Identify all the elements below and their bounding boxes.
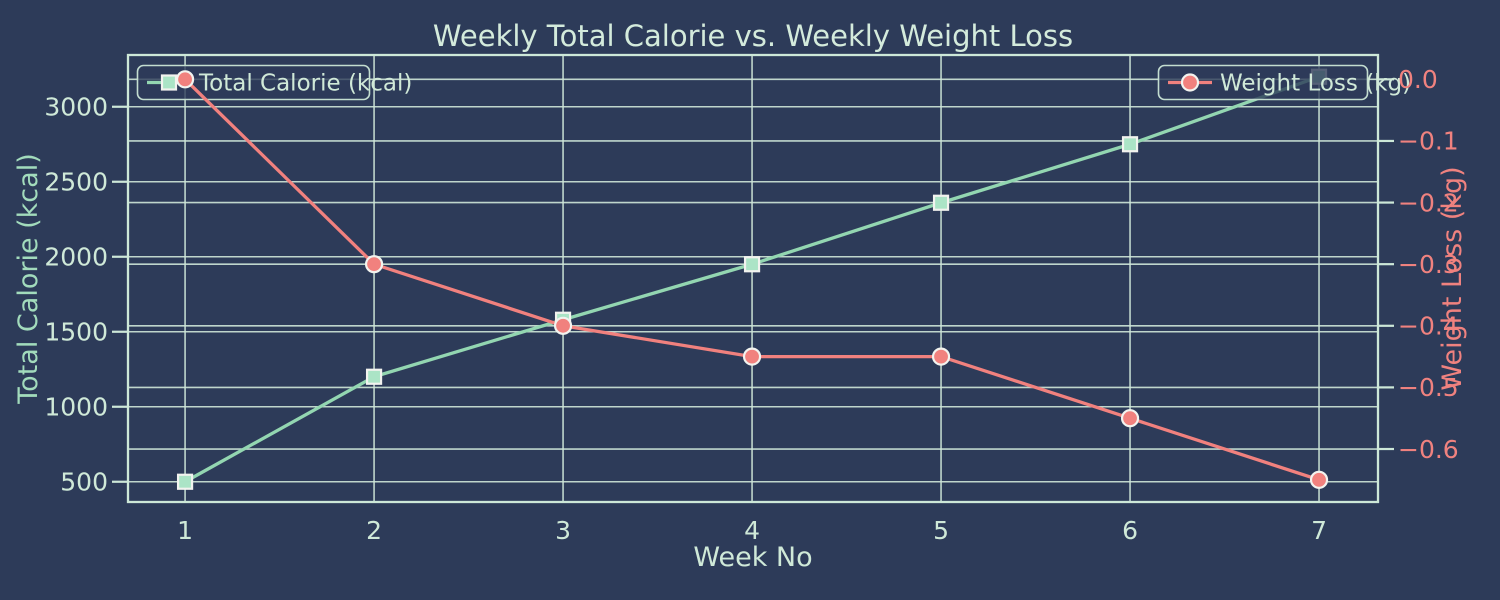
x-tick-label-1: 1 (177, 516, 193, 545)
plot-border (126, 53, 1380, 504)
weight-loss-point-week-1 (175, 70, 195, 89)
calorie-point-week-5 (932, 194, 950, 211)
legend-sample-circle-marker-icon (1180, 73, 1200, 92)
weight-loss-series-layer (175, 70, 1329, 489)
weight-loss-point-week-4 (742, 347, 762, 366)
calorie-point-week-1 (176, 473, 194, 490)
right-tick-label-−0.3: −0.3 (1398, 250, 1459, 279)
x-tick-label-6: 6 (1122, 516, 1138, 545)
calorie-series-layer (176, 68, 1328, 490)
calorie-point-week-6 (1121, 136, 1139, 153)
left-tick-label-500: 500 (60, 468, 108, 497)
left-tick-label-1000: 1000 (44, 393, 108, 422)
weight-loss-point-week-3 (553, 316, 573, 335)
left-tick-label-1500: 1500 (44, 318, 108, 347)
left-tick-label-2000: 2000 (44, 243, 108, 272)
right-tick-label-0.0: 0.0 (1398, 65, 1438, 94)
x-tick-label-7: 7 (1311, 516, 1327, 545)
x-axis-label: Week No (693, 542, 812, 573)
right-tick-label-−0.6: −0.6 (1398, 435, 1459, 464)
legend-label-total-calorie: Total Calorie (kcal) (198, 71, 412, 97)
legend-box (1157, 64, 1369, 101)
weight-loss-point-week-6 (1120, 409, 1140, 428)
y-axis-label-left: Total Calorie (kcal) (13, 153, 44, 404)
calorie-point-week-4 (743, 256, 761, 273)
weight-loss-point-week-5 (931, 347, 951, 366)
calorie-point-week-2 (365, 368, 383, 385)
x-tick-label-3: 3 (555, 516, 571, 545)
x-tick-label-2: 2 (366, 516, 382, 545)
weight-loss-point-week-7 (1309, 470, 1329, 489)
x-tick-label-5: 5 (933, 516, 949, 545)
legend-sample-square-marker-icon (160, 74, 178, 91)
right-tick-label-−0.5: −0.5 (1398, 373, 1459, 402)
right-tick-label-−0.2: −0.2 (1398, 188, 1459, 217)
x-tick-label-4: 4 (744, 516, 760, 545)
left-tick-label-3000: 3000 (44, 93, 108, 122)
axes-grid-layer (112, 53, 1394, 504)
legend-weight-loss: Weight Loss (kg) (1157, 64, 1411, 101)
legend-label-weight-loss: Weight Loss (kg) (1220, 71, 1411, 97)
right-tick-label-−0.1: −0.1 (1398, 127, 1459, 156)
tick-labels-layer: 500 1000 1500 2000 2500 3000 0.0 −0.1 −0.2 −0.3 −0… (44, 65, 1458, 545)
y-axis-label-right: Weight Loss (kg) (1437, 166, 1468, 390)
weight-loss-point-week-2 (364, 255, 384, 274)
chart-title: Weekly Total Calorie vs. Weekly Weight L… (433, 19, 1073, 53)
left-tick-label-2500: 2500 (44, 168, 108, 197)
right-tick-label-−0.4: −0.4 (1398, 312, 1459, 341)
